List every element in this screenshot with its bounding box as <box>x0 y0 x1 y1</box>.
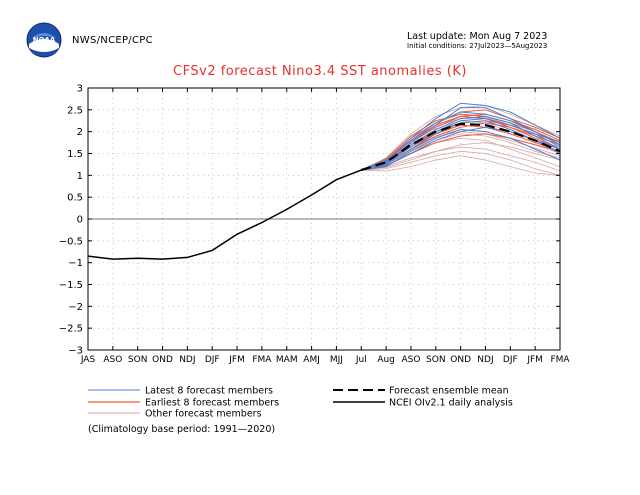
member-line-latest <box>361 111 561 171</box>
x-tick-label: ASO <box>103 355 122 365</box>
y-tick-label: 0.5 <box>67 193 83 204</box>
svg-text:NOAA: NOAA <box>33 36 56 44</box>
y-tick-label: 1 <box>77 171 83 182</box>
member-line-other <box>361 131 561 171</box>
chart-title: CFSv2 forecast Nino3.4 SST anomalies (K) <box>173 64 467 79</box>
x-tick-label: Jul <box>355 355 367 365</box>
legend: Latest 8 forecast members Earliest 8 for… <box>88 386 513 420</box>
member-line-other <box>361 155 561 176</box>
y-tick-label: 2 <box>77 127 83 138</box>
x-tick-label: DJF <box>205 355 220 365</box>
y-tick-label: 1.5 <box>67 149 83 160</box>
y-tick-label: −2 <box>68 302 83 313</box>
ensemble-mean-line <box>360 122 561 172</box>
x-tick-label: JFM <box>526 355 543 365</box>
x-tick-label: FMA <box>550 355 570 365</box>
x-tick-label: SON <box>426 355 446 365</box>
legend-mean-label: Forecast ensemble mean <box>389 386 509 397</box>
x-tick-label: MJJ <box>330 355 343 365</box>
y-tick-label: −0.5 <box>59 236 83 247</box>
member-line-other <box>361 150 561 176</box>
member-line-other <box>361 142 561 171</box>
y-tick-label: 2.5 <box>67 105 83 116</box>
x-tick-label: OND <box>152 355 173 365</box>
x-tick-label: NDJ <box>179 355 195 365</box>
member-line-earliest <box>361 113 561 171</box>
main-lines <box>87 122 561 260</box>
legend-analysis-label: NCEI OIv2.1 daily analysis <box>389 398 513 409</box>
initial-conditions: Initial conditions: 27Jul2023—5Aug2023 <box>407 42 548 50</box>
legend-other-label: Other forecast members <box>145 409 262 420</box>
x-tick-labels: JAS ASO SON OND NDJ DJF JFM FMA MAM AMJ MJJ Jul Aug A… <box>80 355 571 365</box>
climatology-note: (Climatology base period: 1991—2020) <box>88 424 276 435</box>
y-tick-label: −1 <box>68 258 83 269</box>
y-tick-label: −2.5 <box>59 324 83 335</box>
x-tick-label: OND <box>450 355 471 365</box>
member-line-latest <box>361 118 561 171</box>
x-tick-label: JFM <box>228 355 245 365</box>
legend-latest-label: Latest 8 forecast members <box>145 386 273 397</box>
y-tick-label: −1.5 <box>59 280 83 291</box>
x-tick-label: MAM <box>276 355 298 365</box>
axes <box>87 87 561 351</box>
legend-earliest-label: Earliest 8 forecast members <box>145 398 279 409</box>
x-tick-label: FMA <box>252 355 272 365</box>
noaa-logo: NOAA <box>26 22 62 58</box>
last-update: Last update: Mon Aug 7 2023 <box>407 31 548 42</box>
x-tick-label: ASO <box>401 355 420 365</box>
grid-lines <box>88 87 560 351</box>
member-line-earliest <box>361 115 561 171</box>
y-tick-labels: 3 2.5 2 1.5 1 0.5 0 −0.5 −1 −1.5 −2 −2.5 −3 <box>59 84 83 357</box>
x-tick-label: NDJ <box>477 355 493 365</box>
x-tick-label: Aug <box>377 355 395 365</box>
agency-label: NWS/NCEP/CPC <box>72 35 153 46</box>
y-tick-label: 0 <box>77 215 83 226</box>
x-tick-label: AMJ <box>303 355 320 365</box>
y-tick-label: −3 <box>68 346 83 357</box>
x-tick-label: DJF <box>503 355 518 365</box>
y-tick-label: 3 <box>77 84 83 95</box>
member-line-other <box>361 146 561 172</box>
x-tick-label: SON <box>128 355 148 365</box>
x-tick-label: JAS <box>80 355 96 365</box>
member-line-latest <box>361 126 561 171</box>
analysis-line <box>87 169 362 260</box>
